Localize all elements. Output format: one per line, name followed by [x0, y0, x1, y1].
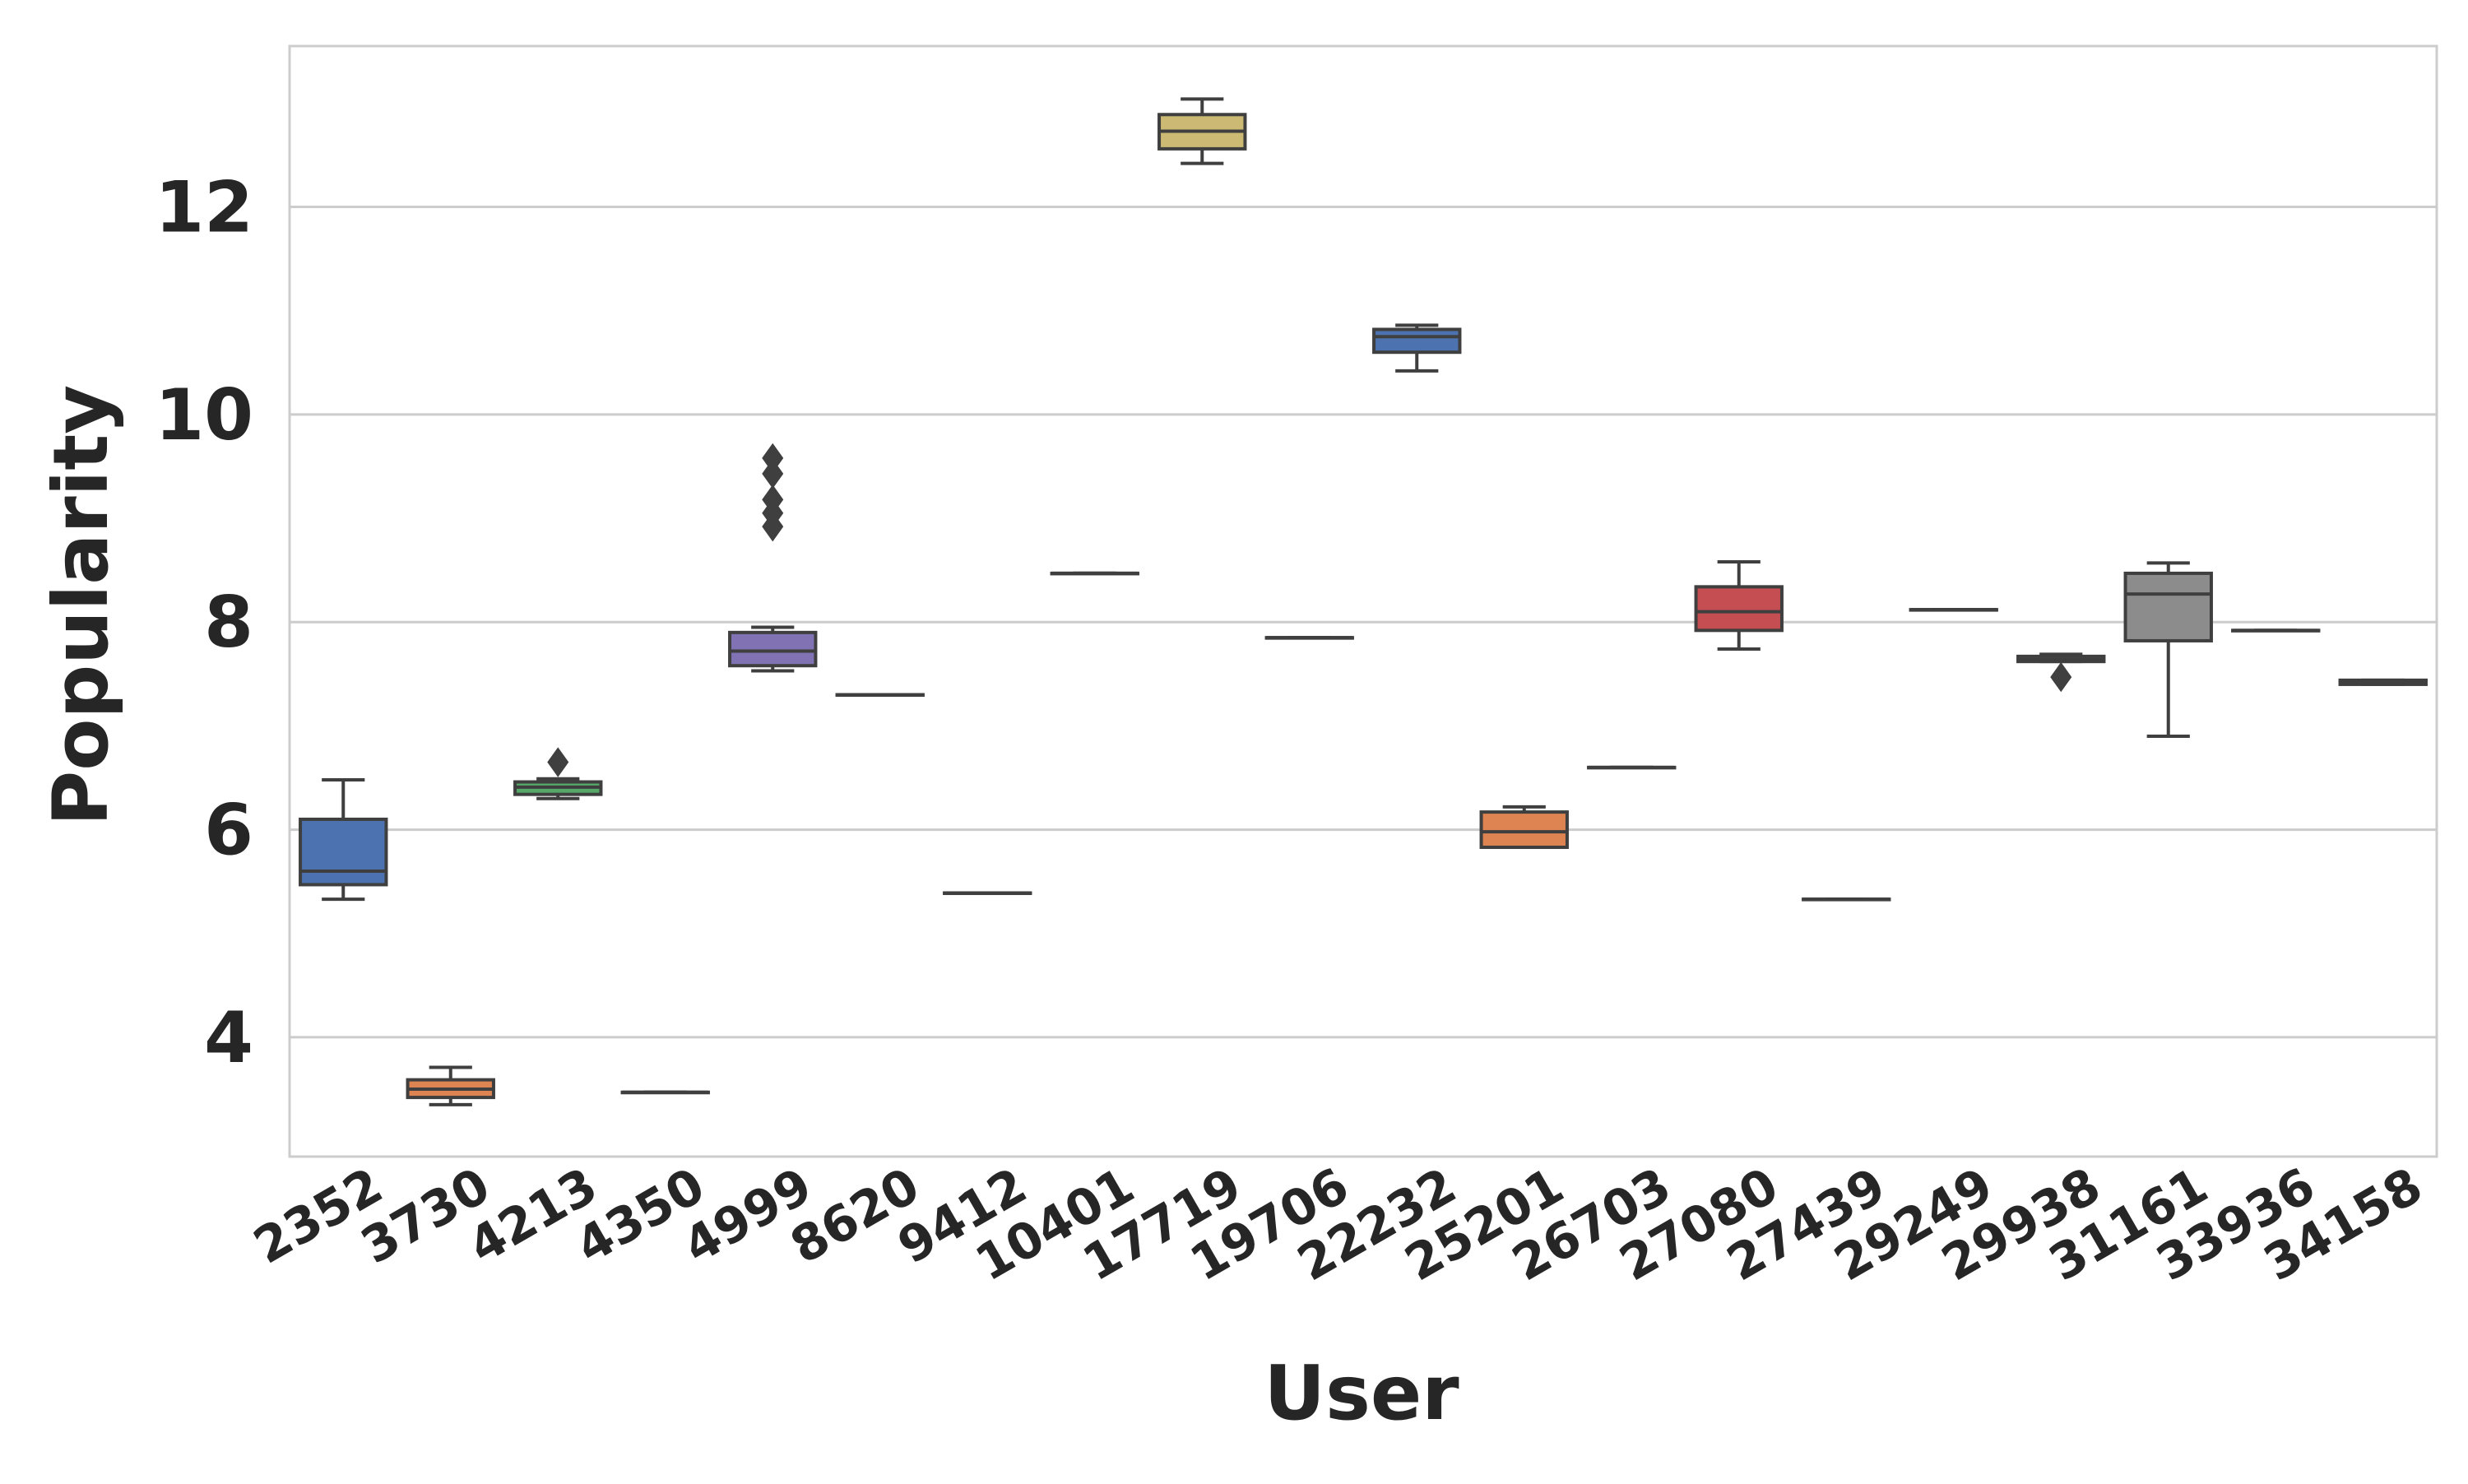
box-29938	[2016, 652, 2106, 693]
box-3730	[406, 1065, 495, 1106]
iqr-box	[2123, 571, 2213, 642]
boxes-group	[299, 97, 2428, 1106]
outlier-point	[762, 458, 784, 489]
box-22232	[1372, 323, 1462, 373]
outlier-point	[547, 747, 569, 777]
iqr-box	[1694, 585, 1784, 633]
y-tick-label: 8	[204, 582, 253, 664]
y-tick-label: 10	[155, 374, 253, 457]
box-27439	[1802, 897, 1891, 902]
box-2352	[299, 778, 388, 902]
outlier-point	[762, 485, 784, 515]
box-4350	[620, 1090, 710, 1095]
iqr-box	[299, 817, 388, 887]
iqr-box	[1479, 810, 1569, 850]
iqr-box	[1372, 327, 1462, 355]
box-34158	[2338, 678, 2428, 686]
outlier-point	[2050, 661, 2072, 693]
x-axis-label: User	[1264, 1349, 1459, 1437]
y-tick-label: 6	[204, 790, 253, 872]
plot-area	[288, 44, 2438, 1158]
box-10401	[1050, 571, 1139, 576]
box-4213	[513, 747, 603, 800]
box-33936	[2231, 628, 2321, 633]
y-tick-label: 12	[155, 167, 253, 249]
box-27080	[1694, 560, 1784, 652]
iqr-box	[728, 630, 818, 668]
box-17719	[1157, 97, 1247, 165]
y-tick-label: 4	[204, 997, 253, 1079]
y-axis-label: Popularity	[37, 385, 125, 826]
y-tick-labels: 4 6 8 10 12	[155, 167, 253, 1079]
box-31161	[2123, 561, 2213, 739]
outlier-point	[762, 443, 784, 474]
x-tick-labels: 2352373042134350499986209412104011771919…	[244, 1157, 2432, 1292]
box-8620	[835, 693, 925, 698]
y-gridlines	[290, 206, 2437, 1039]
box-9412	[943, 891, 1032, 896]
box-25201	[1479, 805, 1569, 850]
box-4999	[728, 443, 818, 673]
